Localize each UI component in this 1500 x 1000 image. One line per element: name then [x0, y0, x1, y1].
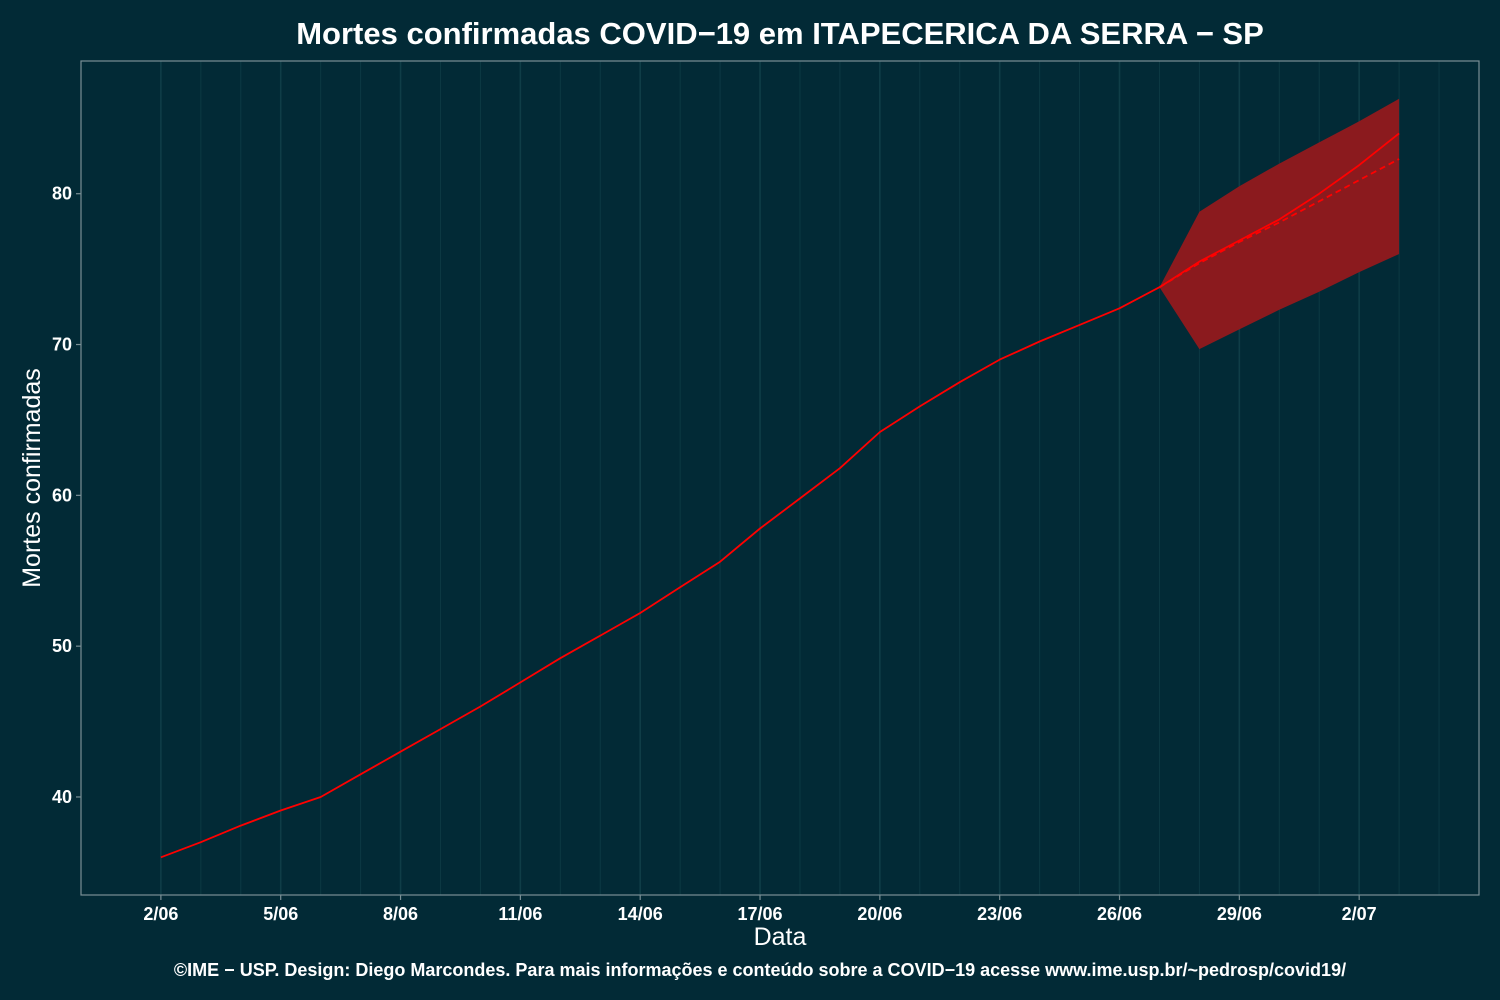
x-axis-title: Data — [754, 923, 807, 951]
y-tick-label: 50 — [52, 636, 72, 656]
x-tick-label: 29/06 — [1217, 904, 1262, 924]
y-tick-label: 40 — [52, 787, 72, 807]
plot-panel-border — [80, 60, 1480, 896]
y-axis-ticks: 40 50 60 70 80 — [52, 184, 81, 807]
y-tick-label: 60 — [52, 485, 72, 505]
x-axis-ticks: 2/06 5/06 8/06 11/06 14/06 17/06 20/06 23/06 26/… — [143, 895, 1377, 924]
y-tick-label: 80 — [52, 184, 72, 204]
forecast-band — [1159, 98, 1400, 350]
gridlines — [160, 61, 1440, 895]
x-tick-label: 2/07 — [1342, 904, 1377, 924]
x-tick-label: 14/06 — [618, 904, 663, 924]
x-tick-label: 23/06 — [977, 904, 1022, 924]
x-tick-label: 20/06 — [857, 904, 902, 924]
y-tick-label: 70 — [52, 335, 72, 355]
series-line-confirmed — [160, 132, 1400, 859]
x-tick-label: 5/06 — [263, 904, 298, 924]
x-tick-label: 11/06 — [498, 904, 542, 924]
chart-title: Mortes confirmadas COVID−19 em ITAPECERI… — [296, 16, 1264, 51]
y-axis-title: Mortes confirmadas — [18, 368, 46, 588]
series-layer — [160, 132, 1400, 859]
x-tick-label: 17/06 — [738, 904, 783, 924]
chart-caption: ©IME − USP. Design: Diego Marcondes. Par… — [174, 960, 1346, 980]
x-tick-label: 2/06 — [143, 904, 178, 924]
x-tick-label: 26/06 — [1097, 904, 1142, 924]
x-tick-label: 8/06 — [383, 904, 418, 924]
forecast-band-layer — [1159, 98, 1400, 350]
